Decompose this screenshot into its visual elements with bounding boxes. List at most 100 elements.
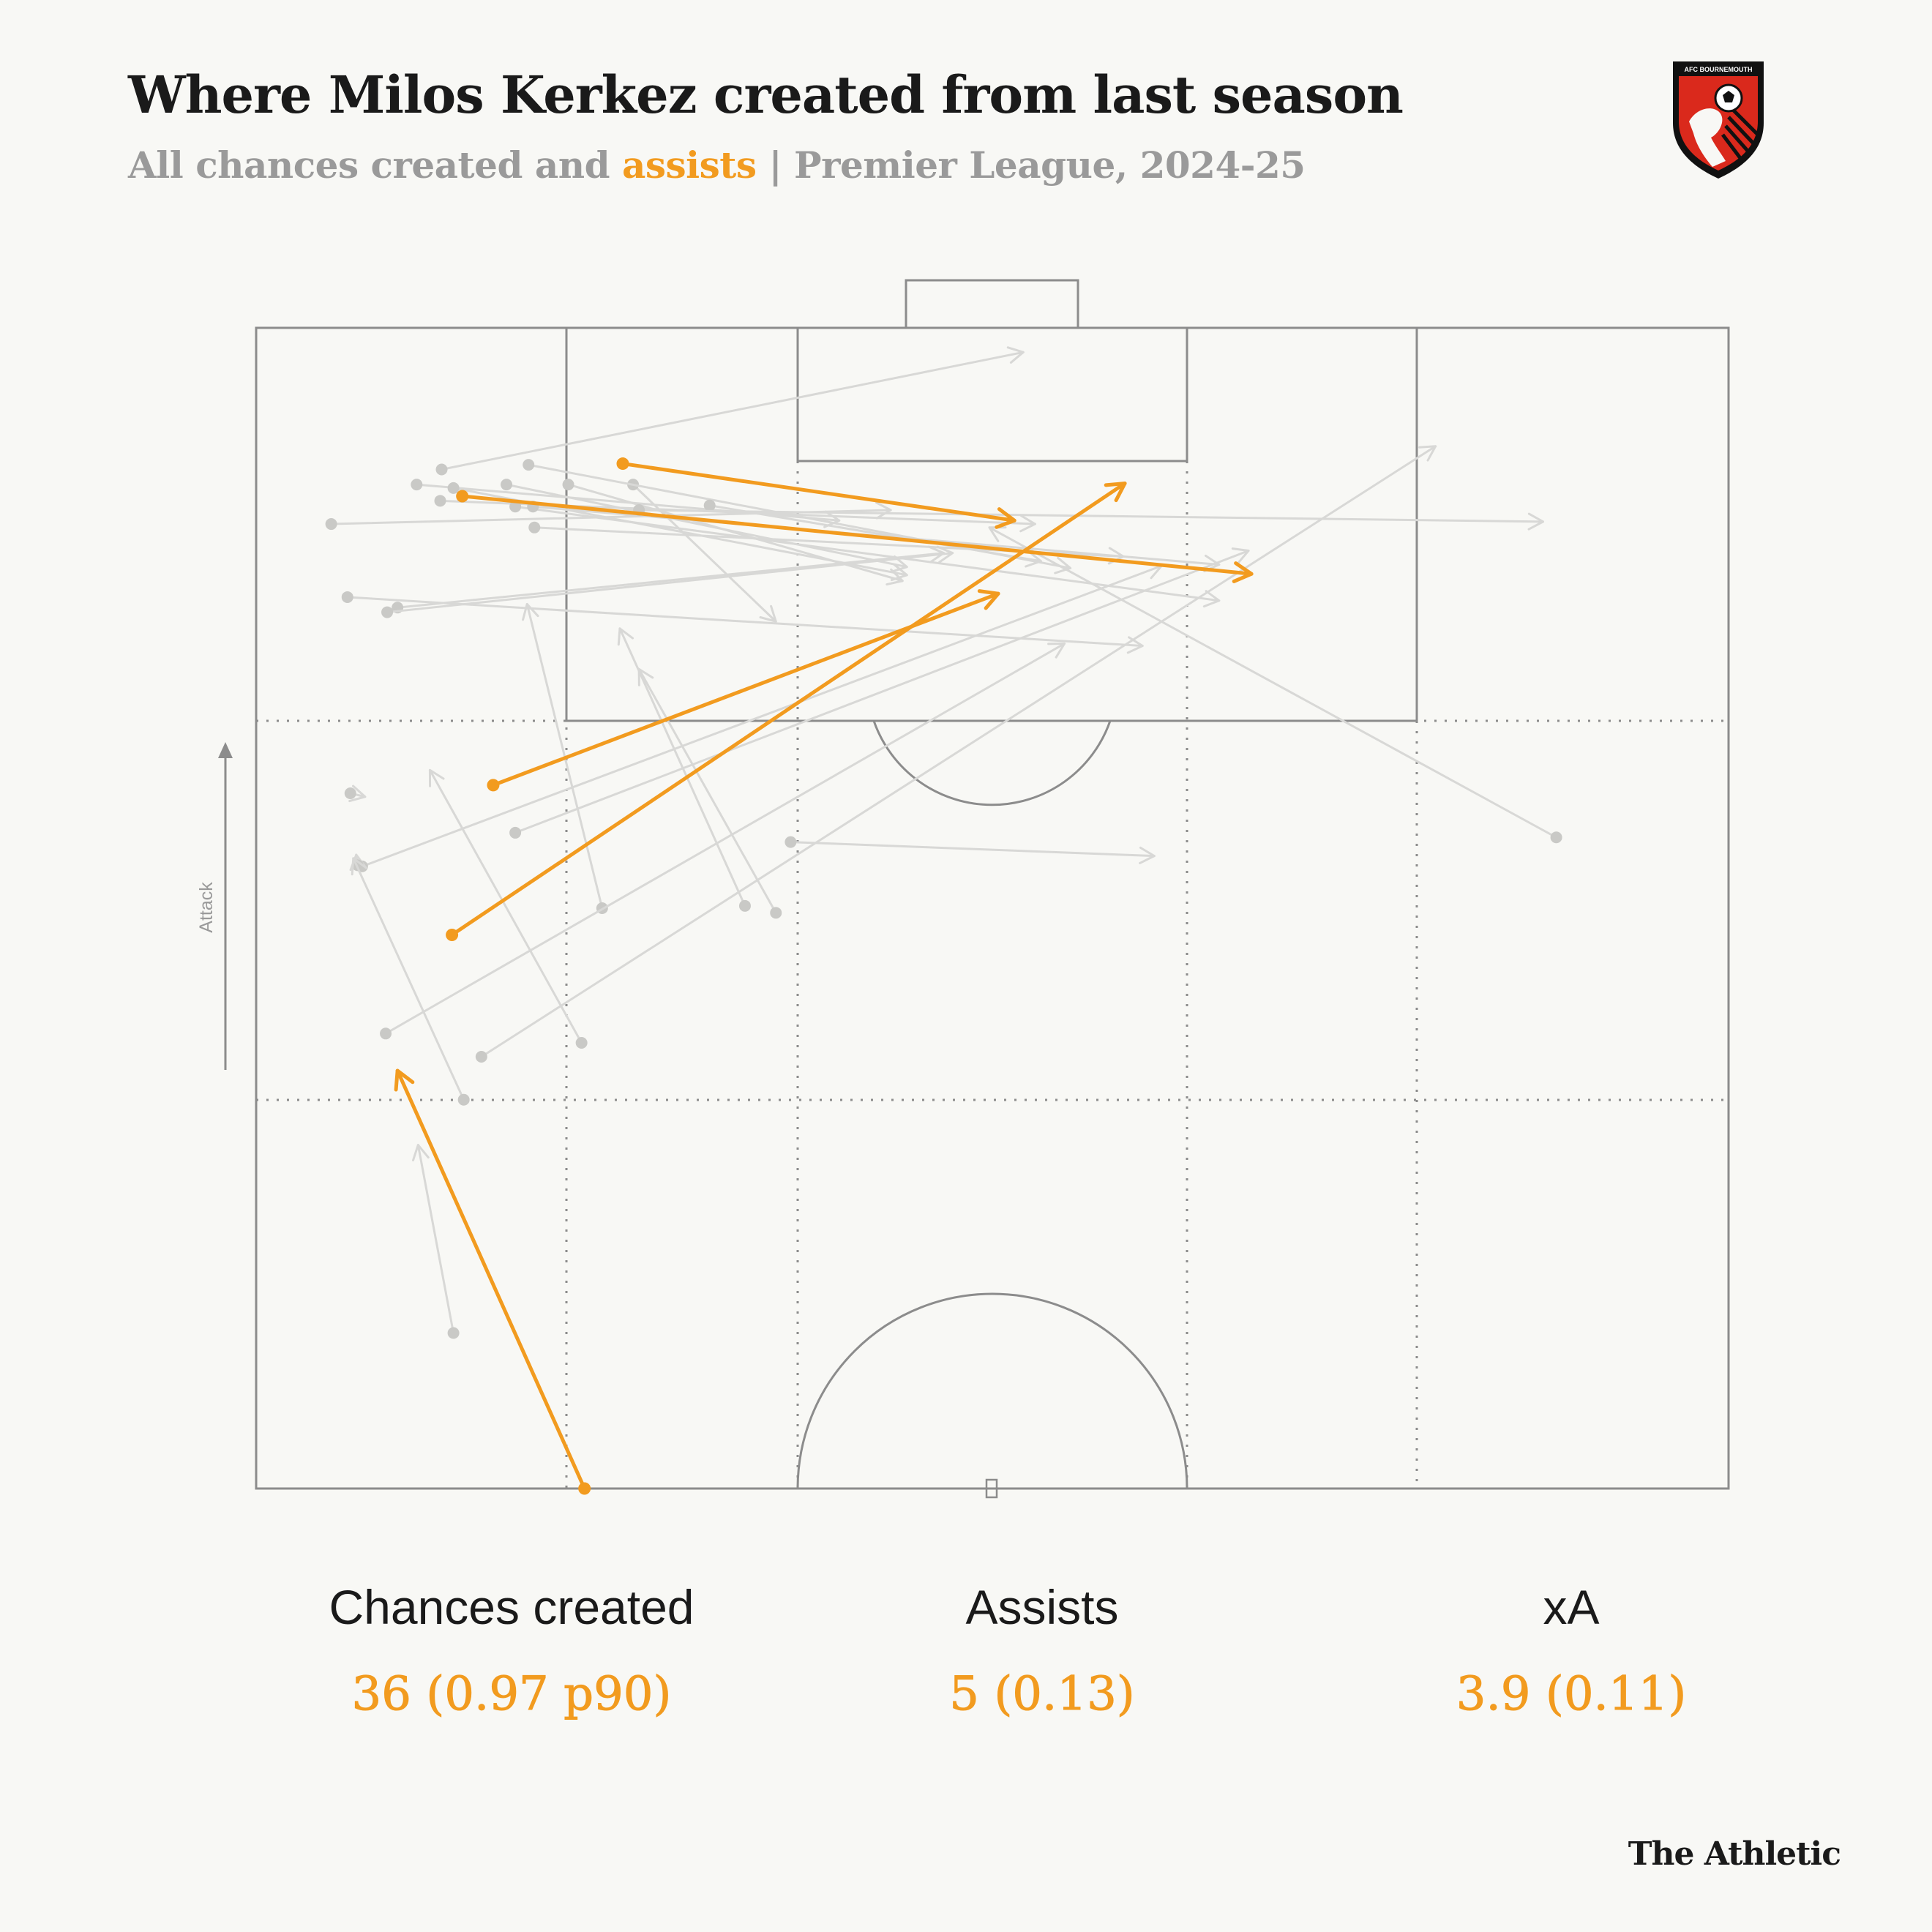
chance-origin-dot <box>575 1036 588 1049</box>
chance-pass-line <box>514 550 1250 834</box>
chance-pass-line <box>632 483 777 623</box>
chance-origin-dot <box>344 787 356 799</box>
chance-origin-dot <box>447 482 460 494</box>
chance-arrowhead <box>1019 514 1036 533</box>
chance-origin-dot <box>703 499 716 512</box>
chance-pass-line <box>789 841 1156 858</box>
stat-chances-label: Chances created <box>329 1580 694 1634</box>
subtitle-part1: All chances created and <box>128 143 622 187</box>
centre-circle <box>796 1292 1188 1489</box>
chance-pass-line <box>637 509 1544 523</box>
assist-origin-dot <box>456 490 469 503</box>
chance-arrowhead <box>522 602 539 621</box>
chance-pass-30 <box>351 857 470 1106</box>
assist-pass-2 <box>456 490 1254 583</box>
assist-arrowhead <box>1104 482 1127 503</box>
subtitle-assists-highlight: assists <box>621 143 757 187</box>
chance-pass-line <box>441 351 1025 471</box>
chart-title: Where Milos Kerkez created from last sea… <box>128 64 1404 125</box>
chance-arrowhead <box>1202 590 1221 608</box>
crest-text: AFC BOURNEMOUTH <box>1685 66 1753 73</box>
chance-arrowhead <box>936 545 954 564</box>
stat-assists-value: 5 (0.13) <box>949 1667 1136 1722</box>
chance-origin-dot <box>434 495 446 507</box>
assist-pass-line <box>460 494 1254 576</box>
chance-origin-dot <box>509 826 522 839</box>
stat-assists-label: Assists <box>965 1580 1119 1634</box>
chance-pass-line <box>428 768 583 1044</box>
assist-pass-1 <box>616 457 1016 529</box>
subtitle-part2: | Premier League, 2024-25 <box>756 143 1306 187</box>
chance-origin-dot <box>325 518 337 531</box>
brand-logo: The Athletic <box>1628 1835 1841 1873</box>
chance-arrowhead <box>1231 547 1250 564</box>
chance-arrowhead <box>428 768 445 787</box>
chance-pass-19 <box>344 785 367 803</box>
chance-arrowhead <box>1006 346 1025 364</box>
chance-origin-dot <box>380 1027 392 1040</box>
assist-origin-dot <box>446 928 459 941</box>
chance-pass-line <box>384 642 1066 1035</box>
chance-arrowhead <box>886 568 904 586</box>
chance-origin-dot <box>457 1093 470 1106</box>
chance-origin-dot <box>435 463 448 476</box>
chance-pass-line <box>346 596 1144 648</box>
chance-origin-dot <box>523 459 535 471</box>
chance-pass-line <box>386 552 954 614</box>
chance-arrowhead <box>1047 642 1066 659</box>
chance-pass-25 <box>785 836 1156 864</box>
assist-origin-dot <box>487 779 500 792</box>
chance-pass-line <box>988 526 1558 839</box>
chance-origin-dot <box>785 836 797 848</box>
chance-pass-9 <box>509 501 1221 608</box>
chance-arrowhead <box>1054 556 1072 574</box>
chance-origin-dot <box>770 907 782 919</box>
stat-xa-label: xA <box>1543 1580 1600 1634</box>
assist-pass-line <box>395 1068 587 1491</box>
chance-pass-31 <box>412 1144 460 1339</box>
chance-arrowhead <box>412 1144 430 1161</box>
chance-arrowhead <box>1527 512 1544 531</box>
zone-gridlines <box>256 328 1729 1489</box>
chance-arrowhead <box>348 785 367 803</box>
assist-pass-4 <box>446 482 1127 941</box>
chance-pass-1 <box>435 346 1025 476</box>
centre-spot <box>985 1478 998 1499</box>
chance-pass-line <box>505 483 908 569</box>
chance-pass-line <box>352 857 465 1101</box>
assist-pass-5 <box>394 1068 591 1495</box>
chance-arrowhead <box>637 667 654 686</box>
chance-pass-7 <box>627 479 777 623</box>
chance-origin-dot <box>1550 831 1562 844</box>
assists-layer <box>394 457 1254 1495</box>
chance-origin-dot <box>528 521 541 533</box>
chance-arrowhead <box>759 604 777 623</box>
chance-pass-line <box>514 505 1221 602</box>
chance-origin-dot <box>411 479 423 491</box>
assist-arrowhead <box>977 589 1000 610</box>
chance-origin-dot <box>738 899 751 912</box>
six-yard-box <box>796 326 1188 463</box>
chance-pass-18 <box>988 526 1562 844</box>
goal <box>905 279 1079 329</box>
assist-pass-line <box>450 482 1127 937</box>
chance-arrowhead <box>875 501 892 520</box>
chance-arrowhead <box>1418 445 1437 462</box>
chance-arrowhead <box>1139 846 1156 864</box>
chance-pass-24 <box>637 667 782 919</box>
chance-pass-23 <box>617 627 751 912</box>
assist-arrowhead <box>1232 561 1254 583</box>
assist-arrowhead <box>394 1068 415 1092</box>
chance-arrowhead <box>617 627 634 646</box>
stat-chances-value: 36 (0.97 p90) <box>351 1667 672 1722</box>
chance-pass-21 <box>509 547 1250 839</box>
chance-pass-27 <box>380 642 1066 1040</box>
chance-arrowhead <box>890 555 908 573</box>
assist-pass-line <box>621 462 1016 523</box>
penalty-box <box>565 326 1418 722</box>
chance-pass-line <box>416 1144 455 1334</box>
assist-origin-dot <box>578 1482 591 1495</box>
assist-arrowhead <box>995 507 1016 529</box>
assist-origin-dot <box>616 457 629 471</box>
